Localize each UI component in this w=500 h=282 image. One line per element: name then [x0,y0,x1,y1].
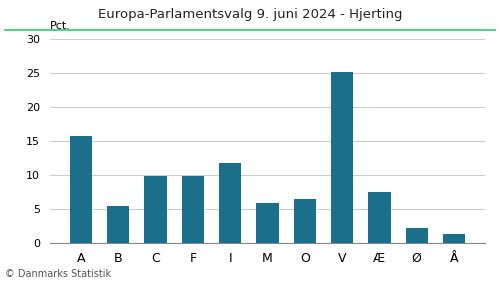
Bar [368,192,390,243]
Bar [256,203,278,243]
Bar [107,206,130,243]
Text: Europa-Parlamentsvalg 9. juni 2024 - Hjerting: Europa-Parlamentsvalg 9. juni 2024 - Hje… [98,8,402,21]
Bar [182,176,204,243]
Bar [70,136,92,243]
Bar [219,163,242,243]
Bar [406,228,428,243]
Text: © Danmarks Statistik: © Danmarks Statistik [5,269,111,279]
Text: Pct.: Pct. [50,21,71,31]
Bar [331,72,353,243]
Bar [144,176,167,243]
Bar [294,199,316,243]
Bar [443,234,465,243]
